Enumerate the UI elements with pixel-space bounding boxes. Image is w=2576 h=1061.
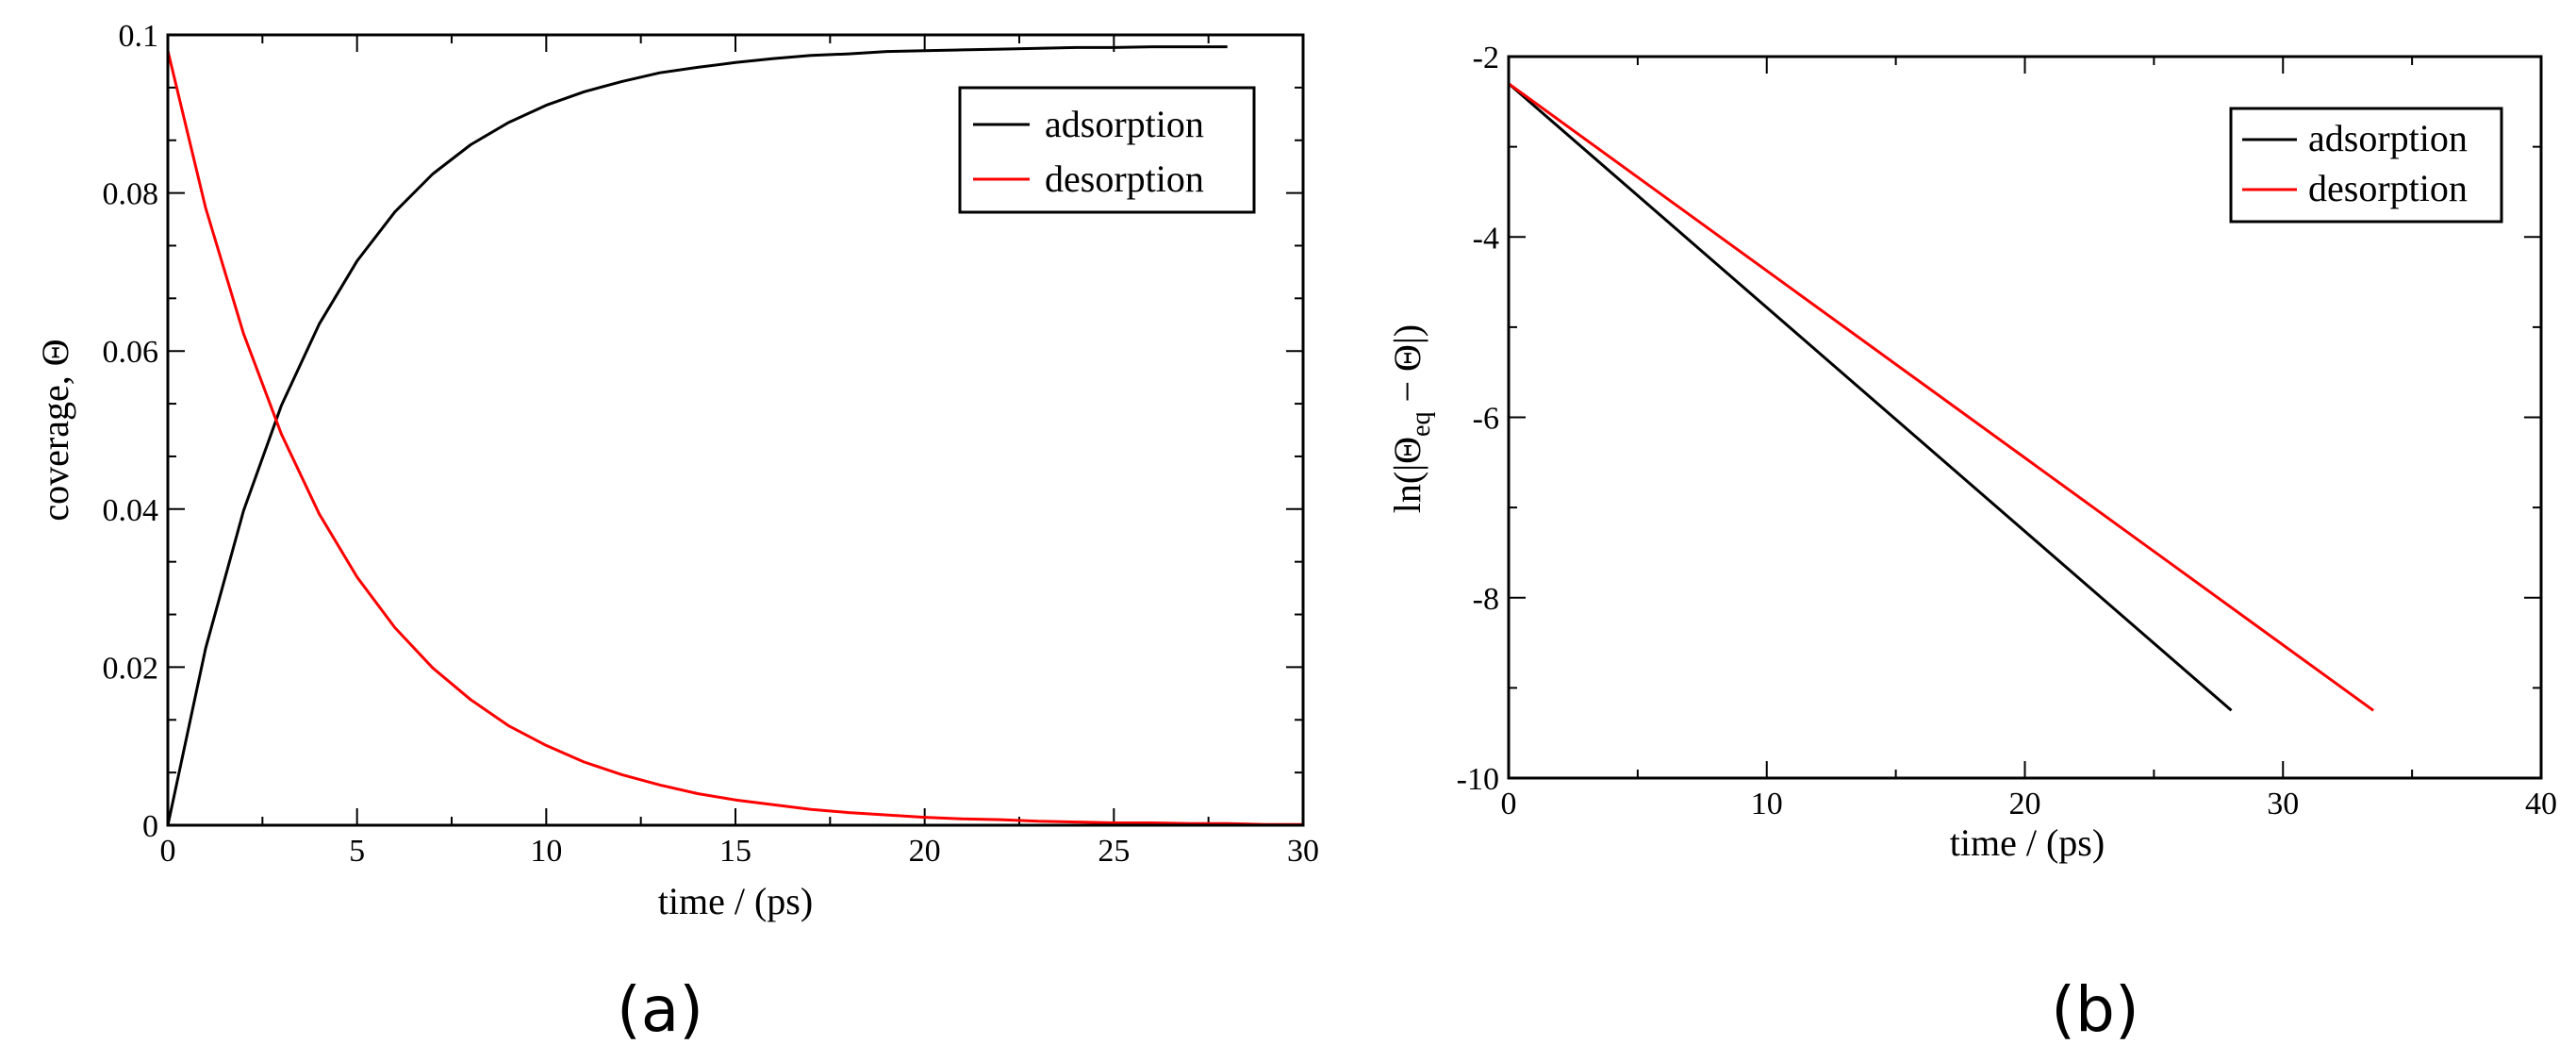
panel-b-label: (b): [2051, 973, 2138, 1046]
panel-a-legend-label-desorption: desorption: [1045, 157, 1204, 200]
b-x-tick-label: 0: [1501, 787, 1517, 821]
b-x-tick-label: 10: [1751, 787, 1783, 821]
a-y-tick-label: 0: [142, 809, 158, 844]
panel-b-y-axis-label-end: − Θ|): [1386, 324, 1428, 412]
b-y-tick-label: -8: [1473, 582, 1499, 617]
panel-a-legend-box: [958, 86, 1256, 214]
a-x-tick-label: 15: [719, 834, 751, 869]
a-y-tick-label: 0.08: [103, 177, 159, 212]
panel-a-x-axis-label: time / (ps): [658, 880, 813, 922]
panel-a-legend: adsorption desorption: [958, 86, 1256, 214]
a-x-tick-label: 20: [909, 834, 941, 869]
chart-panel-a: 0 5 10 15 20 25 30 0 0.02 0.04 0.06 0.08 0.1 time / …: [34, 19, 1319, 1046]
panel-b-y-axis-label-subscript: eq: [1407, 412, 1436, 437]
b-x-tick-label: 20: [2009, 787, 2041, 821]
a-x-tick-label: 0: [160, 834, 176, 869]
a-x-tick-label: 10: [530, 834, 562, 869]
panel-b-y-axis-label: ln(|Θeq − Θ|): [1386, 324, 1436, 514]
panel-a-y-axis-label: coverage, Θ: [34, 339, 76, 521]
panel-a-label: (a): [617, 973, 703, 1046]
panel-b-series: [1509, 82, 2374, 712]
panel-a-series: [168, 45, 1303, 825]
panel-b-tick-labels: 0 10 20 30 40 -10 -8 -6 -4 -2: [1457, 41, 2557, 821]
b-y-tick-label: -4: [1473, 221, 1499, 256]
b-series-desorption: [1509, 82, 2374, 712]
b-x-tick-label: 30: [2267, 787, 2299, 821]
panel-b-y-axis-label-start: ln(|Θ: [1386, 437, 1428, 513]
a-x-tick-label: 30: [1287, 834, 1319, 869]
a-y-tick-label: 0.02: [103, 651, 159, 686]
a-y-tick-label: 0.06: [103, 335, 159, 370]
a-y-tick-label: 0.04: [103, 493, 159, 528]
b-series-adsorption: [1509, 82, 2233, 712]
panel-a-tick-labels: 0 5 10 15 20 25 30 0 0.02 0.04 0.06 0.08 0.1: [103, 19, 1320, 869]
panel-b-legend: adsorption desorption: [2229, 107, 2503, 224]
a-series-adsorption: [168, 45, 1228, 825]
panel-b-legend-label-desorption: desorption: [2308, 167, 2468, 209]
b-y-tick-label: -2: [1473, 41, 1499, 75]
panel-b-x-axis-label: time / (ps): [1950, 821, 2105, 864]
chart-panel-b: 0 10 20 30 40 -10 -8 -6 -4 -2 time / (ps) ln(|Θeq…: [1386, 41, 2557, 1046]
a-x-tick-label: 5: [349, 834, 365, 869]
b-y-tick-label: -10: [1457, 762, 1499, 797]
panel-b-legend-label-adsorption: adsorption: [2308, 117, 2468, 159]
a-series-desorption: [168, 50, 1303, 825]
panel-b-plot-frame: [1507, 55, 2543, 780]
a-y-tick-label: 0.1: [119, 19, 159, 54]
a-x-tick-label: 25: [1098, 834, 1130, 869]
b-x-tick-label: 40: [2525, 787, 2557, 821]
panel-b-legend-box: [2229, 107, 2503, 224]
b-y-tick-label: -6: [1473, 402, 1499, 437]
panel-a-legend-label-adsorption: adsorption: [1045, 103, 1204, 145]
panel-a-plot-frame: [166, 33, 1305, 827]
